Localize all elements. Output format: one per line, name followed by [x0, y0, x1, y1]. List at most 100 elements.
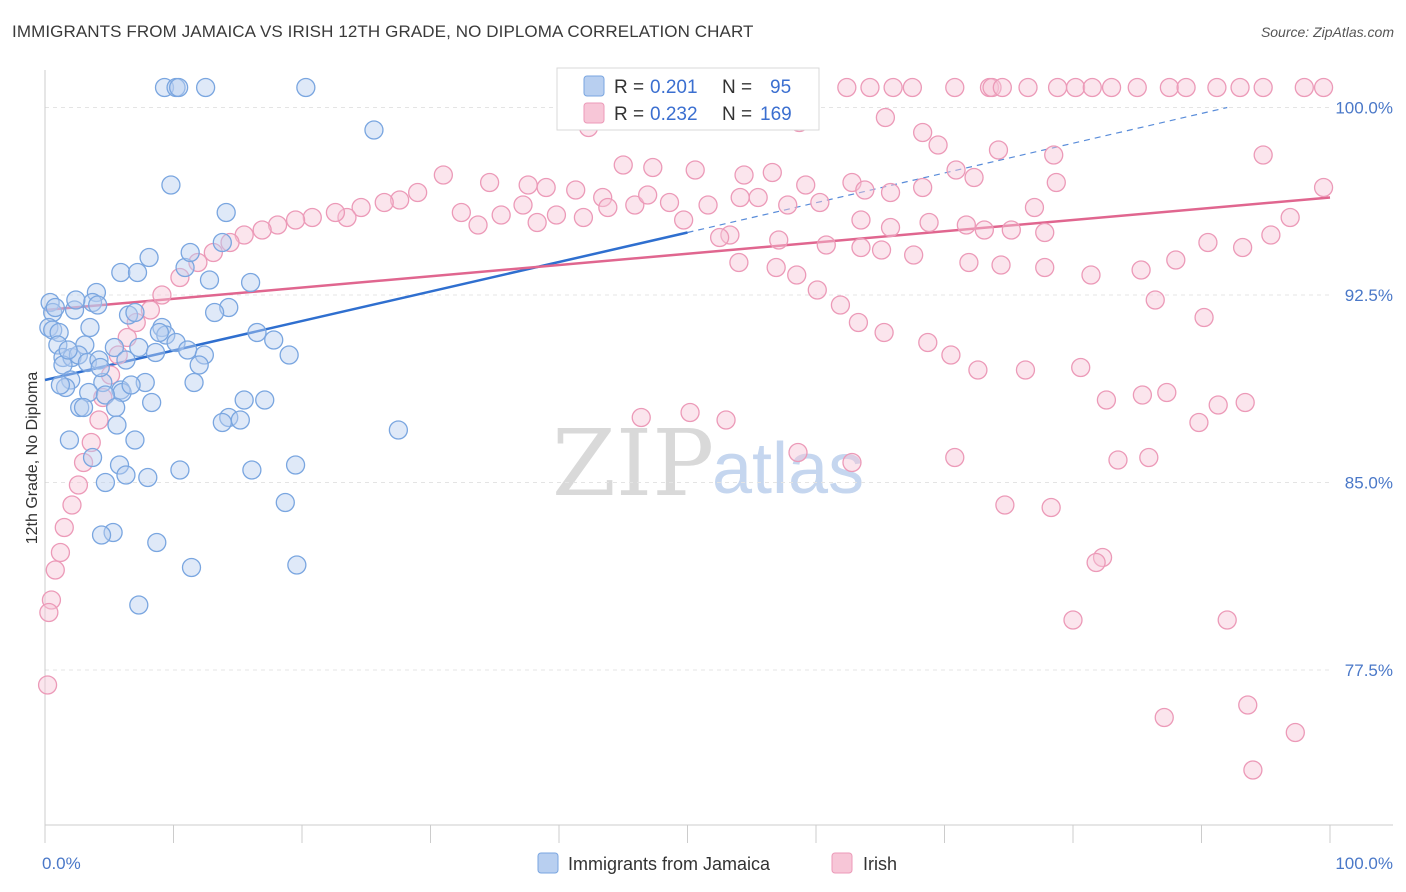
irish-point-59	[625, 195, 645, 215]
jamaica-point-2	[168, 77, 189, 98]
irish-point-131	[709, 227, 730, 248]
irish-point-8	[860, 77, 880, 98]
irish-point-102	[45, 560, 65, 580]
irish-point-36	[1253, 145, 1273, 165]
jamaica-point-70	[170, 460, 190, 480]
jamaica-point-4	[296, 77, 316, 98]
irish-point-111	[573, 207, 594, 228]
irish-point-63	[748, 187, 768, 208]
jamaica-point-31	[177, 340, 198, 360]
jamaica-point-65	[59, 430, 80, 450]
irish-point-148	[1208, 395, 1228, 415]
irish-point-154	[842, 452, 862, 473]
irish-point-61	[698, 195, 718, 215]
irish-point-93	[100, 365, 121, 385]
series-legend: Immigrants from Jamaica Irish	[537, 852, 897, 874]
irish-point-90	[126, 312, 146, 333]
irish-point-160	[1217, 610, 1237, 630]
irish-point-133	[766, 257, 786, 278]
irish-point-169	[1194, 307, 1214, 328]
irish-point-72	[1035, 222, 1055, 243]
irish-point-43	[734, 165, 754, 185]
trend-lines	[44, 106, 1331, 382]
jamaica-point-94	[50, 375, 71, 395]
jamaica-point-64	[388, 420, 409, 440]
jamaica-point-73	[138, 467, 158, 488]
jamaica-point-91	[264, 330, 284, 350]
jamaica-point-90	[204, 302, 225, 323]
jamaica-point-33	[104, 337, 125, 358]
jamaica-point-84	[240, 272, 261, 293]
irish-point-84	[220, 232, 240, 253]
irish-point-50	[946, 160, 966, 180]
jamaica-point-66	[125, 430, 145, 450]
irish-point-157	[1041, 497, 1061, 518]
irish-point-146	[1157, 382, 1177, 403]
jamaica-point-54	[142, 392, 162, 413]
jamaica-point-3	[195, 77, 216, 98]
irish-point-47	[855, 180, 875, 200]
jamaica-point-86	[90, 357, 110, 378]
irish-point-164	[37, 675, 58, 695]
irish-point-70	[974, 220, 994, 240]
jamaica-point-10	[175, 257, 195, 278]
irish-point-18	[1082, 77, 1102, 98]
jamaica-point-13	[127, 262, 148, 283]
jamaica-point-11	[180, 242, 200, 263]
irish-point-144	[1096, 390, 1117, 410]
irish-point-134	[787, 265, 807, 285]
irish-point-65	[810, 192, 830, 213]
irish-point-79	[302, 207, 322, 228]
legend-n-label-1: N =	[722, 77, 752, 98]
legend-r-label-2: R =	[614, 104, 644, 125]
jamaica-point-43	[189, 355, 209, 375]
irish-point-149	[1235, 392, 1255, 413]
irish-point-21	[1159, 77, 1180, 98]
irish-point-138	[874, 322, 894, 343]
y-axis-title: 12th Grade, No Diploma	[24, 372, 41, 545]
irish-point-81	[267, 215, 288, 235]
irish-point-23	[1207, 77, 1227, 98]
jamaica-point-72	[116, 465, 136, 485]
irish-point-56	[536, 177, 556, 198]
jamaica-point-56	[255, 390, 275, 410]
irish-point-165	[1063, 610, 1083, 630]
irish-point-74	[390, 190, 410, 210]
jamaica-point-63	[107, 415, 127, 435]
jamaica-point-51	[55, 377, 76, 398]
irish-point-16	[1047, 77, 1068, 98]
irish-point-66	[851, 210, 871, 230]
irish-point-152	[716, 410, 736, 430]
jamaica-point-60	[219, 407, 239, 428]
irish-point-124	[1081, 265, 1101, 285]
irish-point-118	[851, 237, 871, 258]
irish-point-75	[374, 192, 394, 213]
irish-point-158	[1092, 547, 1113, 568]
irish-point-161	[1238, 695, 1258, 715]
irish-point-31	[913, 122, 933, 143]
jamaica-point-92	[184, 372, 204, 393]
jamaica-point-39	[89, 350, 109, 370]
irish-point-151	[680, 402, 700, 423]
irish-point-99	[62, 495, 82, 515]
irish-point-13	[982, 77, 1002, 98]
jamaica-point-52	[79, 382, 99, 403]
irish-point-139	[918, 332, 938, 353]
jamaica-point-81	[129, 595, 149, 615]
irish-point-10	[902, 77, 923, 98]
jamaica-point-14	[139, 247, 159, 268]
jamaica-point-30	[166, 332, 186, 353]
jamaica-point-15	[199, 270, 220, 290]
irish-point-126	[1166, 250, 1186, 270]
irish-point-37	[1313, 177, 1334, 198]
irish-point-40	[613, 155, 633, 175]
jamaica-point-58	[73, 397, 94, 418]
jamaica-point-7	[216, 202, 236, 223]
jamaica-point-44	[279, 345, 299, 365]
irish-point-33	[988, 140, 1009, 160]
irish-point-159	[1139, 447, 1159, 468]
irish-point-24	[1230, 77, 1250, 98]
irish-point-123	[1035, 257, 1055, 278]
irish-point-141	[968, 360, 988, 380]
irish-point-26	[1294, 77, 1314, 98]
